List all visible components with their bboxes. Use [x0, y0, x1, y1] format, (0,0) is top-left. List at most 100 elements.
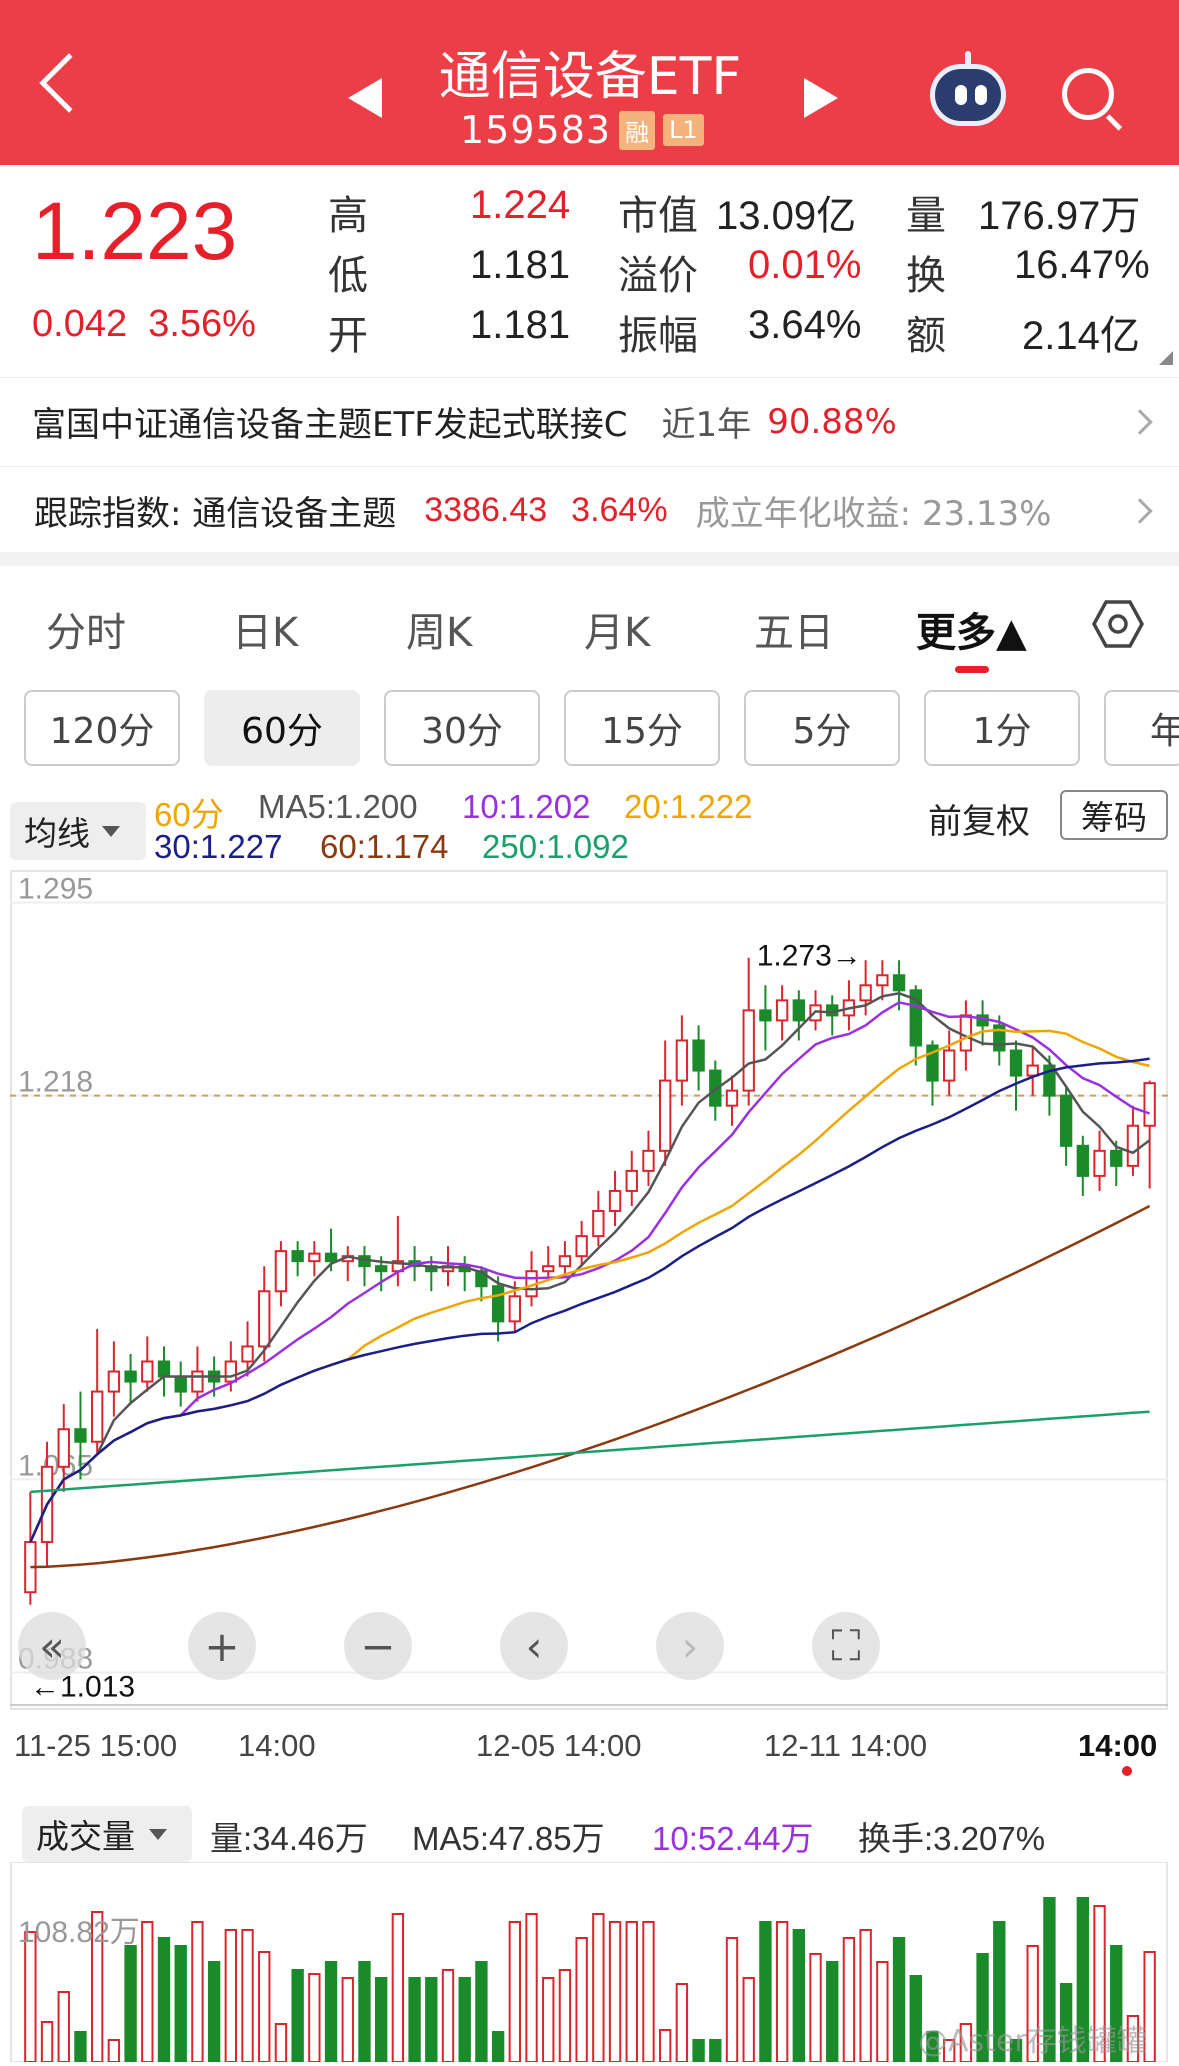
next-stock-icon[interactable]: [804, 78, 838, 118]
indicator-select[interactable]: 成交量: [22, 1806, 192, 1862]
volume-bar: [324, 1961, 338, 2063]
candle-body: [625, 1169, 638, 1192]
tab-five-day[interactable]: 五日: [754, 610, 834, 656]
fullscreen-button[interactable]: ⛶: [812, 1612, 880, 1680]
volume-bar: [391, 1913, 405, 2063]
volume-bar: [57, 1991, 70, 2063]
indicator-label: 成交量: [36, 1818, 135, 1855]
linked-fund-return: 90.88%: [767, 401, 897, 442]
candle-body: [926, 1044, 939, 1082]
robot-assistant-icon[interactable]: [930, 51, 1006, 126]
zoom-out-button[interactable]: −: [344, 1612, 412, 1680]
volume-bar: [642, 1921, 655, 2063]
ma250-value: 250:1.092: [482, 828, 629, 865]
next-button[interactable]: ›: [656, 1612, 724, 1680]
volume-bar: [725, 1937, 739, 2063]
volume-bar: [308, 1973, 321, 2063]
volume-bar: [425, 1977, 438, 2063]
volume-bar: [274, 2023, 288, 2063]
volume-bar: [809, 1953, 822, 2063]
volume-bar: [107, 2039, 121, 2063]
volume-legend: 成交量 量:34.46万 MA5:47.85万 10:52.44万 换手:3.2…: [0, 1800, 1179, 1862]
ma30-value: 30:1.227: [154, 828, 283, 865]
candle-body: [1143, 1082, 1156, 1127]
volume-bar: [692, 2039, 705, 2063]
open-label: 开: [328, 314, 368, 358]
volume-bar: [224, 1929, 238, 2063]
expand-corner-icon[interactable]: [1159, 351, 1173, 365]
tab-monthly-k[interactable]: 月K: [584, 610, 651, 656]
volume-turnover: 换手:3.207%: [858, 1820, 1046, 1857]
candle-body: [57, 1428, 70, 1468]
candle-body: [107, 1370, 121, 1393]
candle-body: [90, 1390, 104, 1443]
period-60min[interactable]: 60分: [204, 690, 360, 766]
volume-bar: [759, 1921, 772, 2063]
candle-body: [374, 1265, 388, 1273]
volume-bar: [241, 1929, 254, 2063]
chip-button[interactable]: 筹码: [1060, 790, 1168, 840]
period-year[interactable]: 年: [1104, 690, 1179, 766]
robot-eye-right: [975, 85, 987, 105]
ma20-value: 20:1.222: [624, 788, 753, 825]
high-label: 高: [328, 194, 368, 238]
period-5min[interactable]: 5分: [744, 690, 900, 766]
ma-period: 60分: [154, 796, 224, 833]
tab-daily-k[interactable]: 日K: [232, 610, 299, 656]
period-15min[interactable]: 15分: [564, 690, 720, 766]
y-tick-label: 1.295: [18, 873, 93, 906]
volume-chart[interactable]: 108.82万: [10, 1861, 1168, 2063]
candle-body: [1110, 1149, 1123, 1167]
caret-down-icon: [149, 1828, 167, 1840]
prev-button[interactable]: ‹: [500, 1612, 568, 1680]
volume-value: 176.97万: [978, 194, 1141, 238]
ma-legend: 均线 60分 MA5:1.200 10:1.202 20:1.222 30:1.…: [0, 782, 1179, 872]
x-axis-labels: 11-25 15:00 14:00 12-05 14:00 12-11 14:00 14…: [0, 1728, 1179, 1768]
x-tick-label: 12-05 14:00: [476, 1728, 642, 1763]
open-value: 1.181: [470, 303, 571, 347]
search-icon[interactable]: [1062, 68, 1114, 120]
chart-frame: [10, 870, 1168, 1710]
tab-weekly-k[interactable]: 周K: [406, 610, 473, 656]
tab-intraday[interactable]: 分时: [46, 610, 126, 656]
candle-body: [542, 1265, 555, 1273]
volume-bar: [558, 1969, 572, 2063]
ma-type-select[interactable]: 均线: [10, 802, 146, 860]
candle-body: [859, 984, 872, 1002]
volume-bar: [141, 1921, 154, 2063]
tracking-index-row[interactable]: 跟踪指数: 通信设备主题 3386.43 3.64% 成立年化收益: 23.13…: [0, 466, 1179, 554]
volume-bar: [792, 1929, 806, 2063]
tab-more[interactable]: 更多▲: [916, 610, 1027, 656]
change-row: 0.042 3.56%: [32, 303, 256, 346]
ma60-line: [30, 1204, 1151, 1569]
candle-body: [1059, 1094, 1073, 1147]
candle-body: [742, 1009, 755, 1092]
fast-back-button[interactable]: «: [18, 1612, 86, 1680]
period-1min[interactable]: 1分: [924, 690, 1080, 766]
high-value: 1.224: [470, 183, 571, 227]
volume-bar: [191, 1921, 204, 2063]
zoom-in-button[interactable]: +: [188, 1612, 256, 1680]
volume-tick-label: 108.82万: [18, 1916, 140, 1949]
volume-bar: [157, 1937, 171, 2063]
amplitude-label: 振幅: [618, 314, 698, 358]
margin-badge: 融: [619, 110, 656, 150]
x-tick-label: 12-11 14:00: [764, 1728, 928, 1763]
tracking-label: 跟踪指数: 通信设备主题: [34, 494, 397, 534]
period-120min[interactable]: 120分: [24, 690, 180, 766]
candle-body: [892, 974, 906, 992]
premium-value: 0.01%: [748, 243, 862, 287]
candle-body: [1009, 1049, 1023, 1077]
adjust-mode[interactable]: 前复权: [928, 803, 1030, 841]
period-30min[interactable]: 30分: [384, 690, 540, 766]
robot-antenna: [965, 51, 971, 67]
candle-body: [993, 1024, 1006, 1052]
prev-stock-icon[interactable]: [348, 78, 382, 118]
turnover-value: 16.47%: [1014, 243, 1150, 287]
volume-bar: [491, 2031, 505, 2063]
settings-icon[interactable]: [1092, 598, 1144, 650]
linked-fund-row[interactable]: 富国中证通信设备主题ETF发起式联接C 近1年 90.88%: [0, 377, 1179, 465]
back-icon[interactable]: [39, 53, 99, 113]
